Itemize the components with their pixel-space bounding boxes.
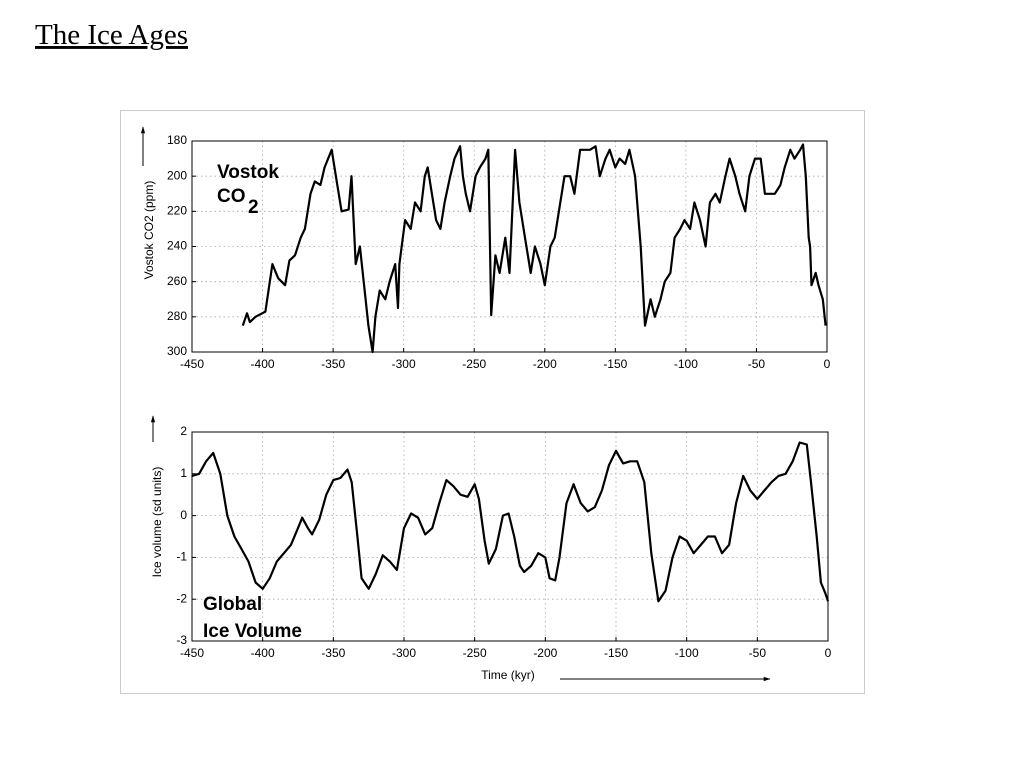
x-tick-label: -450 [180, 357, 204, 371]
annotation: CO [217, 186, 246, 207]
y-tick-label: 260 [167, 274, 187, 288]
y-tick-label: 180 [167, 133, 187, 147]
data-line [241, 143, 827, 354]
figure-frame [120, 110, 865, 694]
annotation: 2 [248, 197, 259, 218]
x-tick-label: -100 [674, 357, 698, 371]
x-tick-label: -400 [251, 646, 275, 660]
y-tick-label: 280 [167, 309, 187, 323]
y-tick-label: 220 [167, 204, 187, 218]
y-tick-label: -1 [176, 550, 187, 564]
x-tick-label: -350 [321, 646, 345, 660]
y-axis-label: Ice volume (sd units) [150, 467, 164, 578]
annotation: Ice Volume [203, 621, 302, 642]
x-tick-label: -250 [463, 646, 487, 660]
annotation: Global [203, 594, 262, 615]
x-tick-label: -100 [675, 646, 699, 660]
data-line [191, 441, 830, 603]
x-tick-label: 0 [824, 357, 831, 371]
y-tick-label: 0 [180, 508, 187, 522]
x-tick-label: -200 [533, 357, 557, 371]
y-tick-label: 240 [167, 239, 187, 253]
x-tick-label: -200 [533, 646, 557, 660]
slide-title: The Ice Ages [35, 19, 188, 51]
x-tick-label: -300 [392, 646, 416, 660]
x-tick-label: -50 [749, 646, 767, 660]
y-axis-label: Vostok CO2 (ppm) [142, 181, 156, 280]
x-tick-label: -50 [748, 357, 766, 371]
x-tick-label: -150 [603, 357, 627, 371]
x-tick-label: -150 [604, 646, 628, 660]
plot-frame [191, 431, 829, 642]
x-tick-label: -450 [180, 646, 204, 660]
x-tick-label: -300 [392, 357, 416, 371]
y-tick-label: 300 [167, 344, 187, 358]
x-axis-label: Time (kyr) [481, 668, 535, 682]
x-tick-label: -350 [321, 357, 345, 371]
y-tick-label: 200 [167, 168, 187, 182]
x-tick-label: -400 [251, 357, 275, 371]
x-tick-label: -250 [462, 357, 486, 371]
y-tick-label: -2 [176, 591, 187, 605]
annotation: Vostok [217, 162, 279, 183]
y-tick-label: 1 [180, 466, 187, 480]
y-tick-label: -3 [176, 633, 187, 647]
x-tick-label: 0 [825, 646, 832, 660]
y-tick-label: 2 [180, 424, 187, 438]
plot-frame [191, 140, 828, 353]
